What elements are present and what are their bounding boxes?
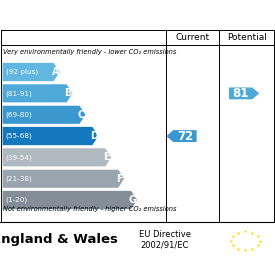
Text: (21-38): (21-38): [6, 175, 32, 182]
Text: Environmental Impact (CO₂) Rating: Environmental Impact (CO₂) Rating: [15, 9, 260, 22]
Text: E: E: [104, 152, 110, 162]
Text: Very environmentally friendly - lower CO₂ emissions: Very environmentally friendly - lower CO…: [3, 49, 176, 55]
Polygon shape: [166, 130, 197, 142]
Text: Current: Current: [175, 33, 210, 42]
Text: B: B: [64, 88, 72, 98]
Text: England & Wales: England & Wales: [0, 233, 118, 246]
Text: F: F: [117, 174, 123, 184]
Text: (69-80): (69-80): [6, 111, 32, 118]
Text: Not environmentally friendly - higher CO₂ emissions: Not environmentally friendly - higher CO…: [3, 206, 176, 212]
Text: (55-68): (55-68): [6, 133, 32, 139]
Text: EU Directive
2002/91/EC: EU Directive 2002/91/EC: [139, 230, 191, 250]
Text: (39-54): (39-54): [6, 154, 32, 161]
Polygon shape: [2, 127, 99, 146]
Polygon shape: [2, 84, 73, 103]
Text: G: G: [129, 195, 137, 205]
Polygon shape: [2, 148, 112, 167]
Polygon shape: [2, 169, 125, 188]
Text: (1-20): (1-20): [6, 197, 28, 203]
Polygon shape: [2, 105, 86, 124]
Text: C: C: [78, 110, 85, 120]
Text: (81-91): (81-91): [6, 90, 32, 97]
Polygon shape: [229, 87, 259, 99]
Text: 81: 81: [232, 87, 249, 100]
Text: 72: 72: [177, 130, 193, 143]
Text: Potential: Potential: [227, 33, 267, 42]
Text: (92 plus): (92 plus): [6, 69, 38, 75]
Text: A: A: [51, 67, 59, 77]
Polygon shape: [2, 191, 138, 209]
Text: D: D: [90, 131, 98, 141]
Polygon shape: [2, 63, 60, 82]
